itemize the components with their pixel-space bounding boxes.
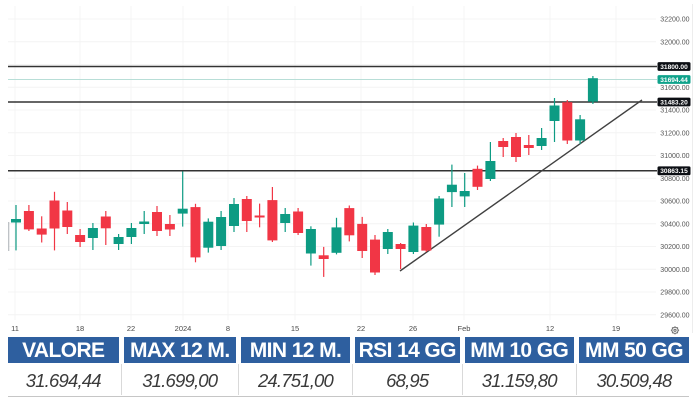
svg-text:19: 19 <box>612 324 620 333</box>
svg-text:18: 18 <box>76 324 84 333</box>
svg-text:31600.00: 31600.00 <box>660 85 689 92</box>
svg-text:8: 8 <box>226 324 230 333</box>
svg-text:30000.00: 30000.00 <box>660 267 689 274</box>
svg-text:12: 12 <box>546 324 554 333</box>
svg-text:32200.00: 32200.00 <box>660 17 689 24</box>
svg-text:15: 15 <box>291 324 299 333</box>
svg-text:31200.00: 31200.00 <box>660 130 689 137</box>
svg-text:30800.00: 30800.00 <box>660 176 689 183</box>
svg-text:22: 22 <box>127 324 135 333</box>
svg-text:31800.00: 31800.00 <box>660 64 688 71</box>
svg-text:Feb: Feb <box>458 324 471 333</box>
svg-text:31000.00: 31000.00 <box>660 153 689 160</box>
svg-text:29600.00: 29600.00 <box>660 312 689 319</box>
svg-text:31694.44: 31694.44 <box>660 77 688 84</box>
svg-text:31483.20: 31483.20 <box>660 99 688 106</box>
svg-text:30600.00: 30600.00 <box>660 199 689 206</box>
svg-text:2024: 2024 <box>175 324 192 333</box>
svg-text:31400.00: 31400.00 <box>660 108 689 115</box>
svg-text:32000.00: 32000.00 <box>660 39 689 46</box>
svg-text:22: 22 <box>357 324 365 333</box>
svg-text:11: 11 <box>11 324 19 333</box>
svg-text:30863.15: 30863.15 <box>660 168 688 175</box>
svg-text:30200.00: 30200.00 <box>660 244 689 251</box>
svg-text:30400.00: 30400.00 <box>660 221 689 228</box>
svg-text:29800.00: 29800.00 <box>660 290 689 297</box>
svg-text:26: 26 <box>409 324 417 333</box>
